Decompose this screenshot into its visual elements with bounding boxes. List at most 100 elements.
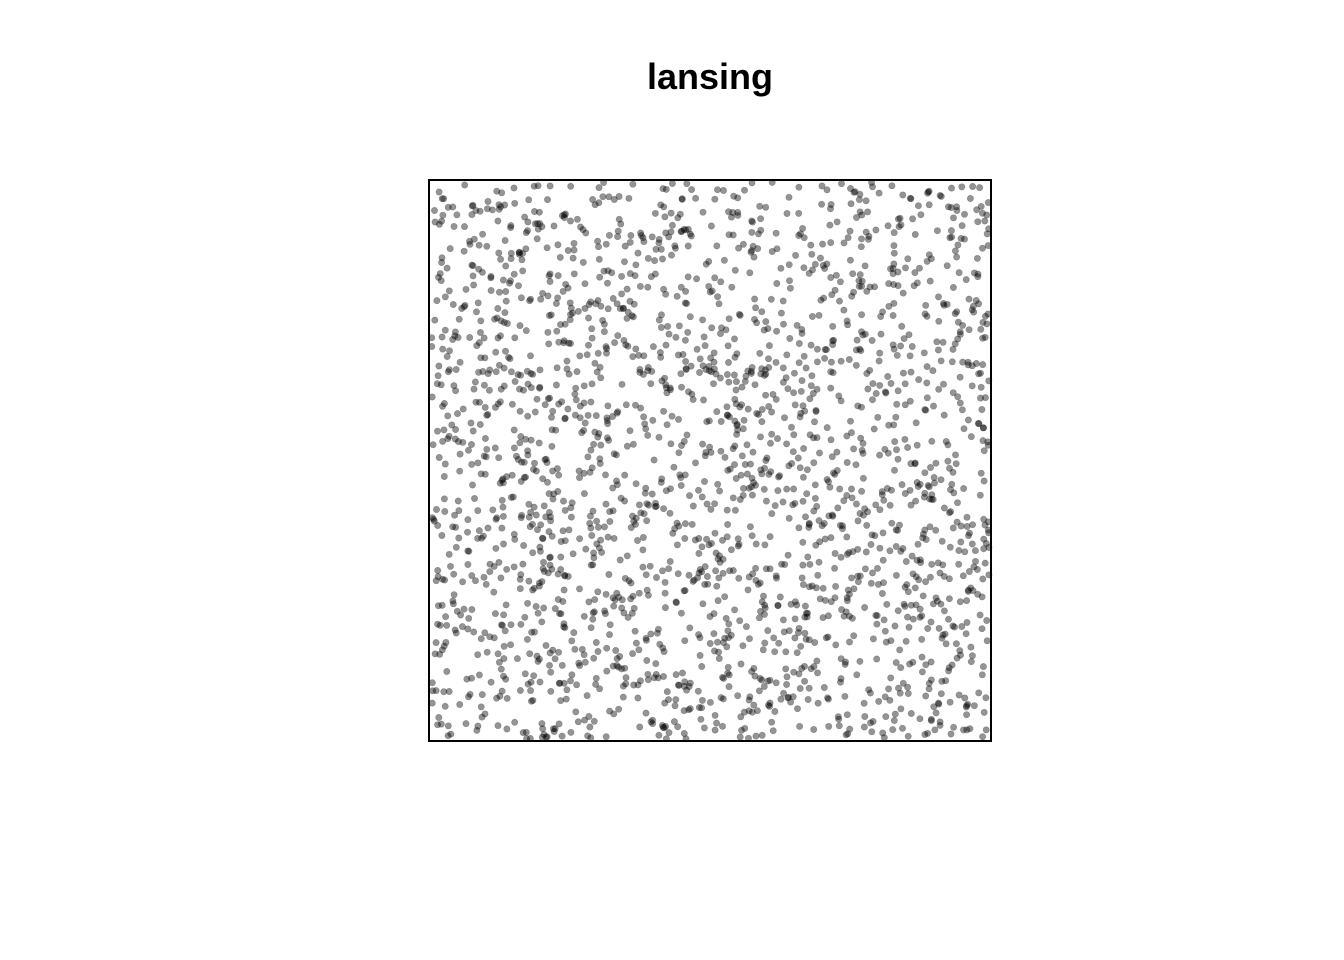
data-point [832,271,840,279]
data-point [627,579,635,587]
data-point [856,208,864,216]
data-point [486,568,494,576]
data-point [602,343,610,351]
data-point [621,574,629,582]
data-point [622,680,630,688]
data-point [794,629,802,637]
data-point [929,402,937,410]
data-point [866,283,874,291]
data-point [444,722,452,730]
data-point [493,694,501,702]
data-point [545,528,553,536]
data-point [559,497,567,505]
data-point [714,555,722,563]
data-point [762,497,770,505]
data-point [629,353,637,361]
data-point [798,574,806,582]
data-point [554,272,562,280]
data-point [723,533,731,541]
data-point [600,320,608,328]
data-point [553,327,561,335]
data-point [824,695,832,703]
data-point [964,587,972,595]
data-point [729,445,737,453]
data-point [971,547,979,555]
data-point [740,416,748,424]
data-point [535,439,543,447]
data-point [710,647,718,655]
data-point [981,521,989,529]
data-point [739,642,747,650]
data-point [659,185,667,193]
data-point [976,491,984,499]
data-point [861,330,869,338]
data-point [750,701,758,709]
data-point [470,235,478,243]
data-point [461,301,469,309]
data-point [790,389,798,397]
data-point [941,630,949,638]
data-point [850,632,858,640]
data-point [662,341,670,349]
data-point [901,401,909,409]
data-point [932,459,940,467]
data-point [748,532,756,540]
data-point [828,511,836,519]
data-point [810,663,818,671]
data-point [685,706,693,714]
data-point [721,634,729,642]
data-point [980,535,988,543]
data-point [803,466,811,474]
data-point [498,189,506,197]
data-point [899,544,907,552]
data-point [861,603,869,611]
data-point [530,628,538,636]
data-point [604,420,612,428]
data-point [527,687,535,695]
data-point [811,494,819,502]
data-point [830,336,838,344]
data-point [683,180,691,188]
data-point [768,248,776,256]
data-point [472,308,480,316]
data-point [710,630,718,638]
data-point [650,674,658,682]
data-point [827,239,835,247]
data-point [808,312,816,320]
data-point [588,464,596,472]
data-point [716,374,724,382]
data-point [781,560,789,568]
data-point [949,389,957,397]
data-point [921,406,929,414]
data-point [766,699,774,707]
data-point [818,200,826,208]
data-point [683,686,691,694]
data-point [694,687,702,695]
data-point [948,233,956,241]
data-point [701,342,709,350]
data-point [884,372,892,380]
data-point [829,512,837,520]
data-point [826,205,834,213]
data-point [684,273,692,281]
data-point [921,730,929,738]
data-point [979,424,987,432]
data-point [468,605,476,613]
data-point [499,540,507,548]
data-point [797,387,805,395]
data-point [677,383,685,391]
data-point [754,410,762,418]
data-point [623,285,631,293]
data-point [641,420,649,428]
data-point [751,381,759,389]
data-point [780,628,788,636]
data-point [639,370,647,378]
data-point [890,249,898,257]
data-point [705,362,713,370]
data-point [483,411,491,419]
data-point [900,600,908,608]
data-point [757,370,765,378]
data-point [858,211,866,219]
data-point [548,565,556,573]
data-point [711,274,719,282]
